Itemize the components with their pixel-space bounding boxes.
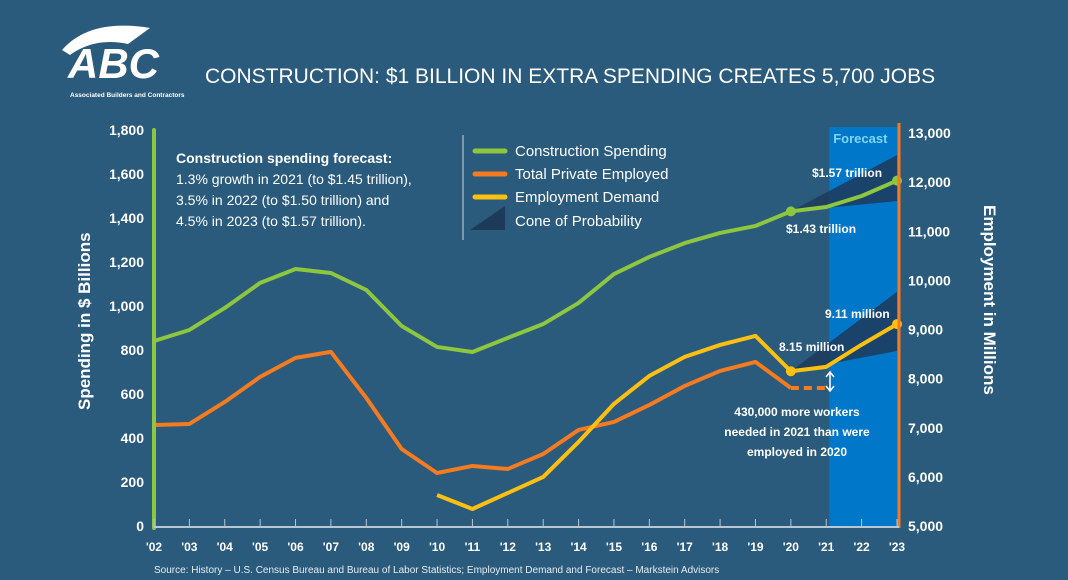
annotation-spend-2023: $1.57 trillion	[812, 166, 882, 180]
y2-tick-label: 8,000	[908, 371, 943, 387]
logo-subtitle: Associated Builders and Contractors	[70, 92, 185, 99]
x-tick-label: '17	[677, 540, 694, 554]
x-tick-label: '13	[535, 540, 552, 554]
legend-label: Construction Spending	[515, 143, 667, 160]
x-tick-label: '07	[323, 540, 340, 554]
legend-label: Employment Demand	[515, 189, 659, 206]
annotation-emp-2020: 8.15 million	[779, 340, 844, 354]
y-tick-label: 1,400	[109, 210, 144, 226]
y2-tick-label: 6,000	[908, 469, 943, 485]
y-tick-label: 1,200	[109, 254, 144, 270]
data-point-marker	[785, 366, 796, 377]
y2-tick-label: 11,000	[908, 223, 950, 239]
forecast-label: Forecast	[833, 131, 888, 146]
forecast-note: Construction spending forecast: 1.3% gro…	[176, 150, 412, 229]
data-point-marker	[785, 206, 796, 217]
abc-logo: ABC Associated Builders and Contractors	[62, 25, 185, 99]
x-tick-label: '03	[181, 540, 198, 554]
y-tick-label: 1,600	[109, 166, 144, 182]
x-tick-label: '15	[606, 540, 623, 554]
y-tick-label: 800	[121, 342, 145, 358]
annotation-gap: needed in 2021 than were	[724, 425, 870, 439]
cone-of-probability	[790, 291, 897, 372]
series-line-construction-spending	[153, 178, 898, 354]
y-tick-label: 400	[121, 430, 145, 446]
annotations: $1.57 trillion $1.43 trillion 9.11 milli…	[724, 166, 889, 459]
y2-tick-label: 9,000	[908, 322, 943, 338]
series-line-employment-demand	[436, 322, 899, 512]
y2-axis-title: Employment in Millions	[980, 205, 999, 395]
gap-arrow-icon	[825, 370, 835, 393]
y2-tick-label: 12,000	[908, 174, 951, 190]
legend: Construction Spending Total Private Empl…	[470, 143, 668, 230]
forecast-note-line: 4.5% in 2023 (to $1.57 trillion).	[176, 213, 366, 229]
x-tick-label: '08	[358, 540, 375, 554]
y2-tick-label: 7,000	[908, 420, 943, 436]
y-tick-label: 0	[136, 518, 144, 534]
annotation-emp-2023: 9.11 million	[825, 307, 890, 321]
forecast-note-heading: Construction spending forecast:	[176, 150, 392, 166]
cone-of-probability	[790, 155, 897, 212]
y2-tick-label: 5,000	[908, 518, 943, 534]
y-tick-label: 1,000	[109, 298, 144, 314]
annotation-gap: employed in 2020	[747, 445, 847, 459]
annotation-spend-2020: $1.43 trillion	[786, 222, 856, 236]
y-tick-label: 1,800	[109, 122, 144, 138]
legend-swatch-cone	[470, 206, 505, 230]
x-tick-label: '09	[394, 540, 411, 554]
x-tick-label: '23	[889, 540, 906, 554]
x-tick-label: '11	[465, 540, 481, 554]
x-tick-label: '12	[500, 540, 517, 554]
y-tick-label: 200	[121, 474, 145, 490]
x-tick-label: '06	[287, 540, 304, 554]
x-tick-label: '19	[747, 540, 764, 554]
y2-tick-label: 13,000	[908, 125, 951, 141]
legend-label: Cone of Probability	[515, 213, 642, 230]
x-tick-label: '14	[570, 540, 587, 554]
legend-label: Total Private Employed	[515, 166, 668, 183]
x-tick-label: '04	[217, 540, 234, 554]
x-tick-label: '16	[641, 540, 658, 554]
x-tick-label: '22	[854, 540, 871, 554]
x-tick-label: '02	[146, 540, 163, 554]
y2-tick-label: 10,000	[908, 272, 951, 288]
y-axis-title: Spending in $ Billions	[75, 232, 94, 410]
x-tick-label: '05	[252, 540, 269, 554]
x-tick-label: '18	[712, 540, 729, 554]
forecast-note-line: 1.3% growth in 2021 (to $1.45 trillion),	[176, 171, 412, 187]
x-tick-label: '21	[818, 540, 835, 554]
chart-title: CONSTRUCTION: $1 BILLION IN EXTRA SPENDI…	[205, 65, 935, 88]
y-tick-label: 600	[121, 386, 145, 402]
source-note: Source: History – U.S. Census Bureau and…	[154, 565, 719, 576]
annotation-gap: 430,000 more workers	[734, 405, 860, 419]
forecast-note-line: 3.5% in 2022 (to $1.50 trillion) and	[176, 192, 389, 208]
series-line-total-private-employed	[153, 349, 793, 475]
x-tick-label: '20	[783, 540, 800, 554]
logo-text: ABC	[67, 40, 160, 87]
x-tick-label: '10	[429, 540, 446, 554]
